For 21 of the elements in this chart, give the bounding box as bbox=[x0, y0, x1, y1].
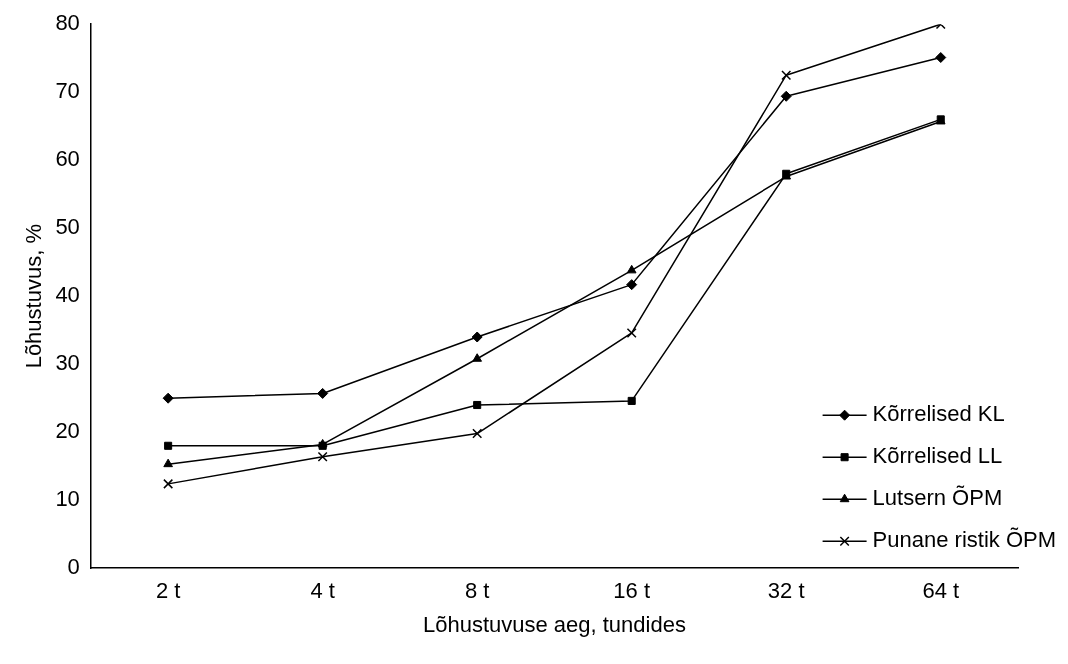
y-axis-title: Lõhustuvus, % bbox=[21, 224, 47, 369]
y-tick-label: 50 bbox=[55, 214, 80, 240]
x-tick-label: 64 t bbox=[922, 578, 960, 604]
x-tick-label: 2 t bbox=[155, 578, 181, 604]
legend-label: Kõrrelised KL bbox=[872, 401, 1005, 427]
y-tick-label: 10 bbox=[55, 486, 80, 512]
y-tick-label: 0 bbox=[67, 554, 80, 580]
legend-label: Punane ristik ÕPM bbox=[872, 527, 1056, 553]
x-tick-label: 4 t bbox=[310, 578, 335, 604]
legend-label: Kõrrelised LL bbox=[872, 443, 1003, 469]
y-tick-label: 60 bbox=[55, 146, 80, 172]
y-tick-label: 20 bbox=[55, 418, 80, 444]
y-tick-label: 80 bbox=[55, 10, 80, 36]
x-tick-label: 8 t bbox=[464, 578, 490, 604]
y-tick-label: 70 bbox=[55, 78, 80, 104]
legend-label: Lutsern ÕPM bbox=[872, 485, 1003, 511]
y-tick-label: 30 bbox=[55, 350, 80, 376]
x-tick-label: 16 t bbox=[613, 578, 651, 604]
x-axis-title: Lõhustuvuse aeg, tundides bbox=[422, 611, 686, 637]
x-tick-label: 32 t bbox=[767, 578, 805, 604]
y-tick-label: 40 bbox=[55, 282, 80, 308]
